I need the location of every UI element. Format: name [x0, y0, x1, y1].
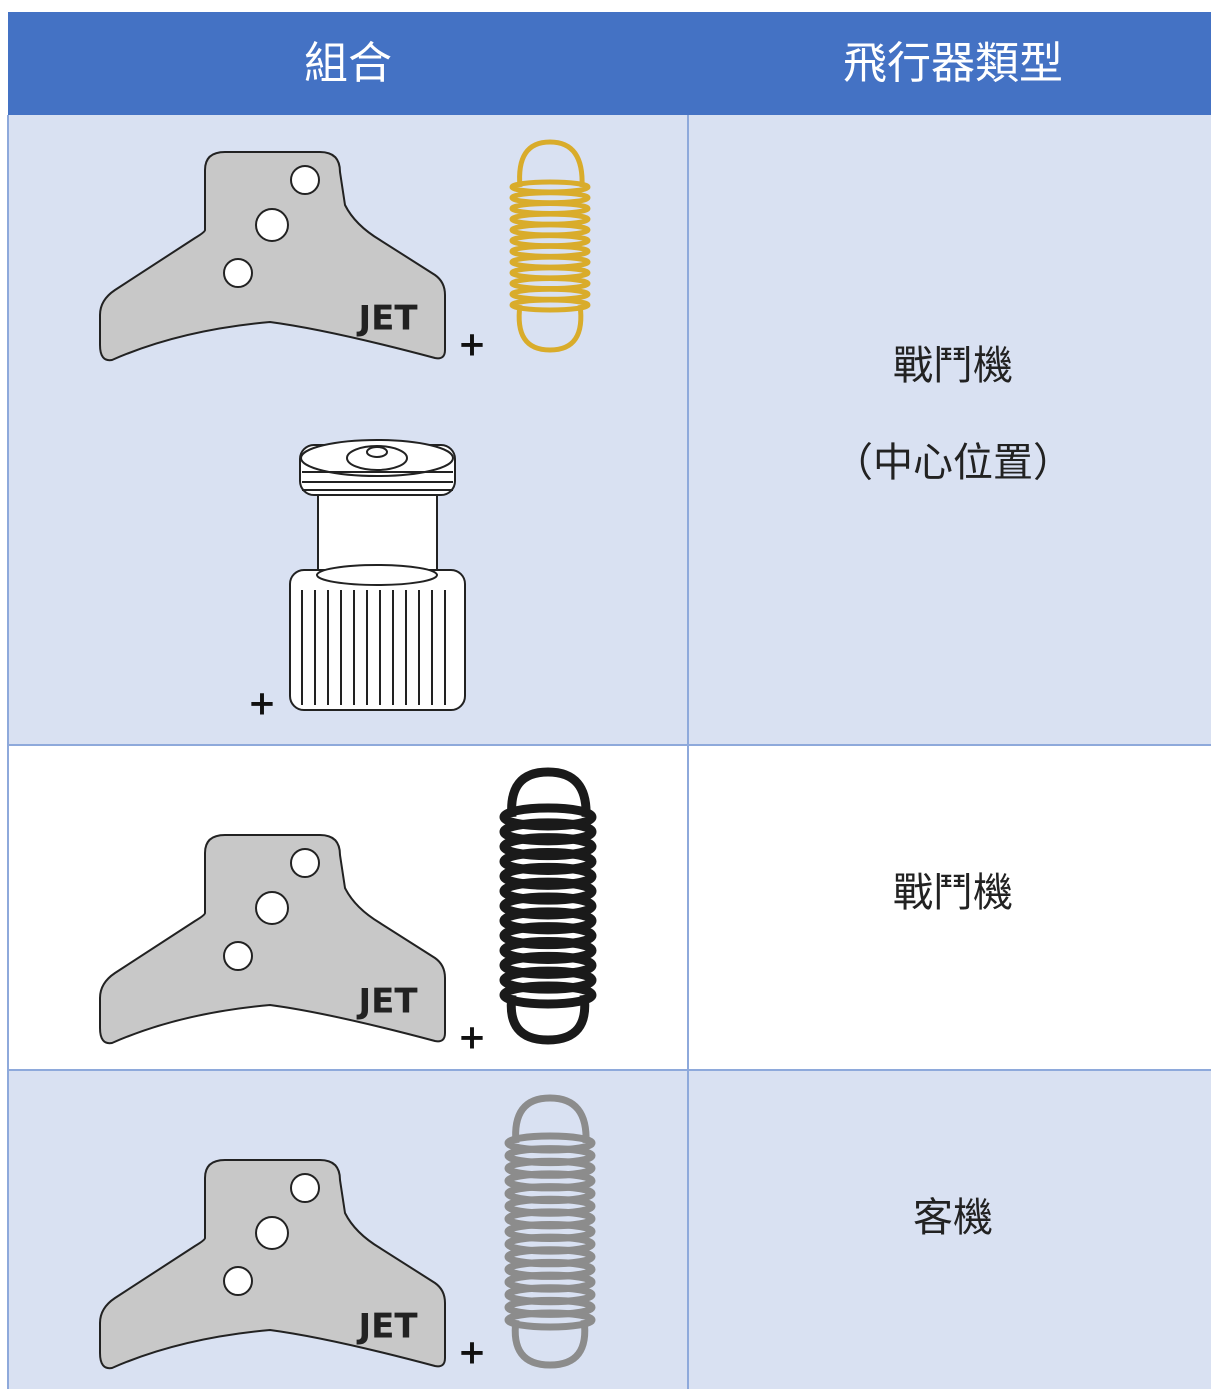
- wing-shape: [99, 1159, 446, 1370]
- spring: [499, 767, 597, 1045]
- nozzle: [289, 439, 466, 711]
- spring-hook: [506, 994, 590, 1045]
- row-bg: [8, 745, 1211, 1070]
- wing-hole: [290, 1173, 320, 1203]
- spring-hook: [511, 1319, 589, 1369]
- wing-label: JET: [356, 299, 418, 339]
- plus-sign: +: [458, 325, 487, 365]
- spring: [509, 139, 591, 353]
- spring-hook: [507, 767, 591, 818]
- header-cell: 飛行器類型: [843, 38, 1063, 89]
- wing-label: JET: [356, 982, 418, 1022]
- spring-coil: [509, 297, 591, 313]
- wing-shape: [99, 151, 446, 362]
- type-text: 客機: [913, 1195, 993, 1241]
- spring-coil: [504, 1309, 596, 1331]
- wing: JET +: [99, 834, 487, 1058]
- wing-hole: [255, 208, 289, 242]
- wing-hole: [223, 1266, 253, 1296]
- type-text: （中心位置）: [833, 440, 1073, 486]
- spring-hook: [517, 139, 585, 188]
- wing-hole: [223, 941, 253, 971]
- wing: JET +: [99, 151, 487, 365]
- spring-hook: [516, 304, 584, 353]
- wing-hole: [290, 165, 320, 195]
- type-text: 戰鬥機: [893, 870, 1013, 916]
- header-row: [8, 12, 1211, 115]
- type-text: 戰鬥機: [893, 343, 1013, 389]
- wing-hole: [255, 891, 289, 925]
- header-cell: 組合: [304, 38, 392, 89]
- wing-hole: [255, 1216, 289, 1250]
- wing-label: JET: [356, 1307, 418, 1347]
- wing-shape: [99, 834, 446, 1045]
- plus-sign: +: [458, 1018, 487, 1058]
- wing: JET +: [99, 1159, 487, 1373]
- plus-sign: +: [458, 1333, 487, 1373]
- wing-hole: [290, 848, 320, 878]
- row-bg: [8, 115, 1211, 745]
- spring-coil: [499, 981, 597, 1009]
- spring-hook: [512, 1094, 590, 1144]
- spring: [504, 1094, 596, 1369]
- plus-sign: +: [248, 684, 277, 724]
- wing-hole: [223, 258, 253, 288]
